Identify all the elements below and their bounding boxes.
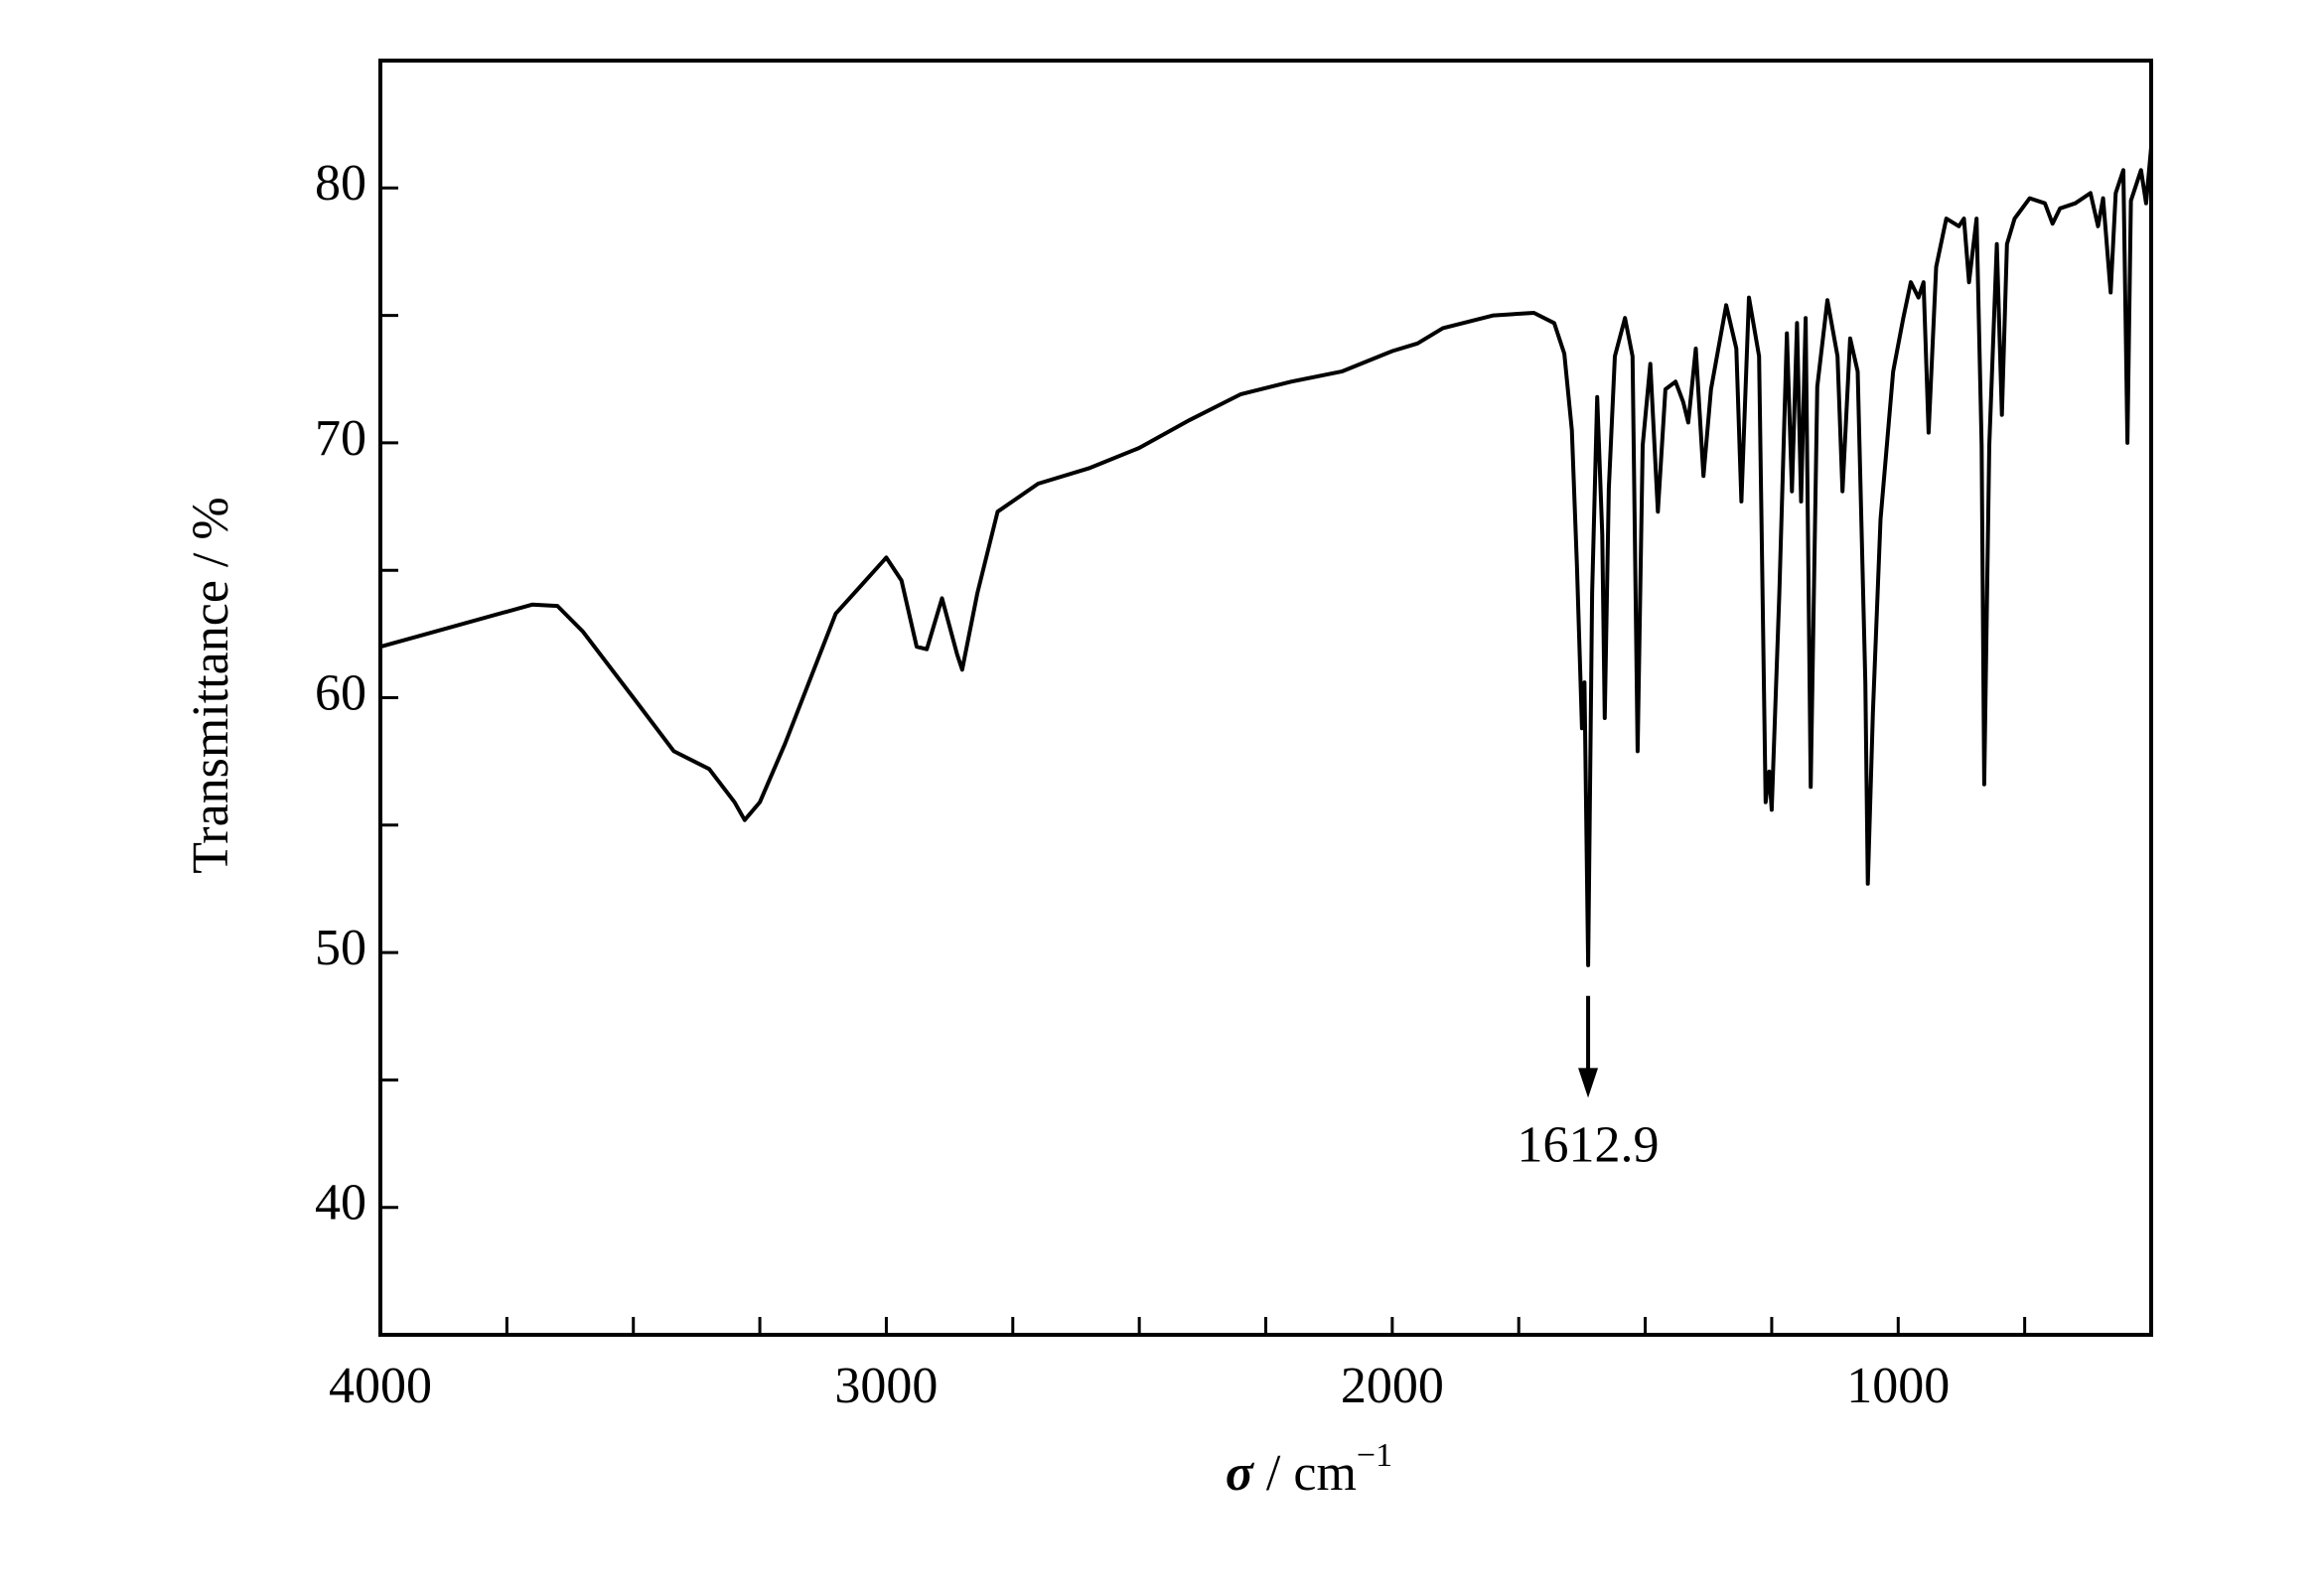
x-axis-label: σ / cm−1 bbox=[1226, 1437, 1392, 1502]
x-tick-label: 2000 bbox=[1341, 1358, 1444, 1414]
x-tick-label: 3000 bbox=[834, 1358, 938, 1414]
x-tick-label: 1000 bbox=[1846, 1358, 1950, 1414]
annotation-label: 1612.9 bbox=[1518, 1116, 1660, 1173]
y-axis-label: Transmittance / % bbox=[183, 497, 239, 873]
annotation-arrowhead bbox=[1578, 1068, 1599, 1098]
x-axis-unit: / cm bbox=[1253, 1445, 1357, 1502]
x-axis-symbol: σ bbox=[1226, 1445, 1255, 1502]
y-tick-label: 50 bbox=[315, 920, 366, 976]
y-tick-label: 70 bbox=[315, 410, 366, 467]
y-tick-label: 80 bbox=[315, 155, 366, 212]
y-tick-label: 40 bbox=[315, 1175, 366, 1232]
x-axis-exponent: −1 bbox=[1357, 1437, 1392, 1474]
spectrum-line bbox=[379, 147, 2153, 967]
plot-frame bbox=[378, 59, 2153, 1337]
x-tick-label: 4000 bbox=[329, 1358, 432, 1414]
y-tick-label: 60 bbox=[315, 664, 366, 721]
